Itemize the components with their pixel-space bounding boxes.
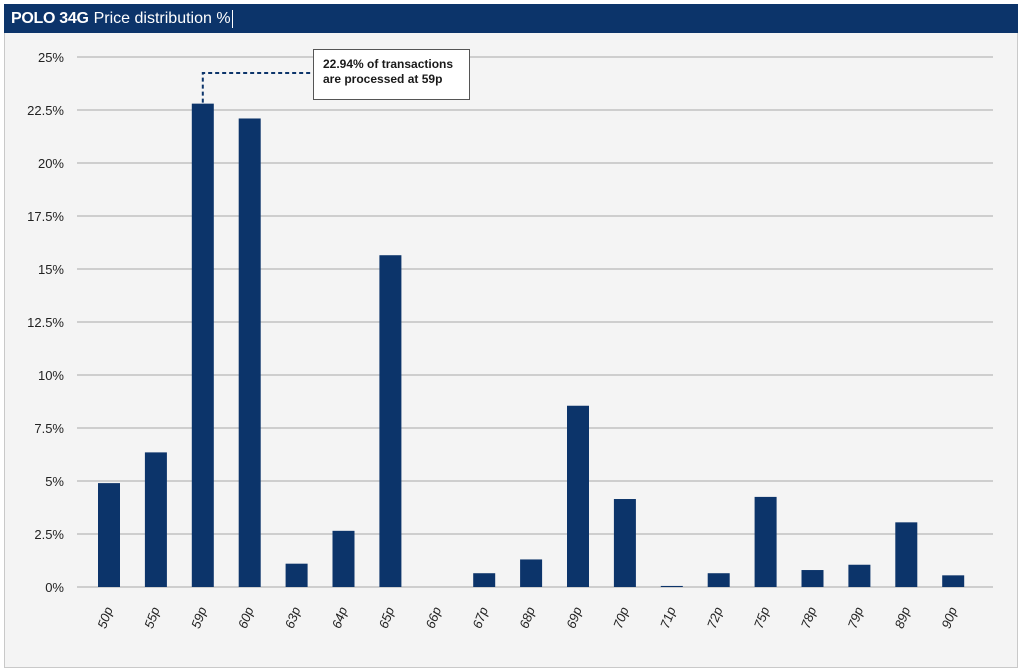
bar — [754, 496, 777, 587]
x-tick-label: 50p — [94, 605, 116, 631]
annotation-callout: 22.94% of transactions are processed at … — [313, 49, 470, 100]
bar — [848, 564, 871, 587]
y-tick-label: 2.5% — [34, 527, 64, 542]
x-tick-label: 65p — [376, 605, 398, 631]
chart-header: POLO 34G Price distribution % — [4, 4, 1018, 33]
bar — [660, 585, 683, 587]
x-tick-label: 89p — [892, 605, 914, 631]
x-tick-label: 70p — [610, 605, 632, 631]
y-tick-label: 20% — [38, 156, 64, 171]
x-tick-label: 59p — [188, 605, 210, 631]
y-tick-label: 15% — [38, 262, 64, 277]
y-tick-label: 7.5% — [34, 421, 64, 436]
bar — [942, 575, 965, 587]
bar — [98, 483, 120, 587]
text-cursor — [231, 9, 233, 28]
y-tick-label: 22.5% — [27, 103, 64, 118]
y-tick-label: 10% — [38, 368, 64, 383]
bar — [567, 405, 589, 587]
bar — [520, 559, 543, 587]
x-tick-label: 78p — [798, 605, 820, 631]
x-tick-label: 66p — [423, 605, 445, 631]
x-tick-label: 60p — [235, 605, 257, 631]
x-tick-label: 90p — [939, 605, 961, 631]
annotation-leader-line — [201, 72, 313, 103]
bar — [238, 118, 261, 587]
bar — [285, 563, 308, 587]
bar — [379, 255, 402, 587]
chart-frame — [4, 4, 1018, 668]
x-tick-label: 63p — [282, 605, 304, 631]
callout-line-1: 22.94% of transactions — [323, 57, 454, 71]
bar — [144, 452, 167, 587]
x-tick-label: 64p — [329, 605, 351, 631]
x-tick-label: 69p — [563, 605, 585, 631]
y-tick-label: 12.5% — [27, 315, 64, 330]
y-tick-label: 0% — [45, 580, 64, 595]
bar — [707, 573, 730, 587]
x-tick-label: 72p — [704, 605, 726, 631]
x-tick-label: 79p — [845, 605, 867, 631]
bar — [473, 573, 496, 587]
chart-title-text: Price distribution % — [93, 9, 231, 27]
x-tick-label: 68p — [516, 605, 538, 631]
x-tick-label: 67p — [470, 605, 492, 631]
callout-line-2: are processed at 59p — [323, 72, 443, 86]
x-tick-label: 71p — [657, 605, 679, 631]
bar — [613, 499, 636, 587]
bar — [895, 522, 918, 587]
bar — [191, 103, 214, 587]
y-tick-label: 25% — [38, 50, 64, 65]
bar — [801, 570, 824, 587]
chart-title-product: POLO 34G — [11, 9, 89, 27]
y-tick-label: 17.5% — [27, 209, 64, 224]
y-tick-label: 5% — [45, 474, 64, 489]
x-tick-label: 75p — [751, 605, 773, 631]
x-tick-label: 55p — [141, 605, 163, 631]
bar — [332, 530, 355, 587]
